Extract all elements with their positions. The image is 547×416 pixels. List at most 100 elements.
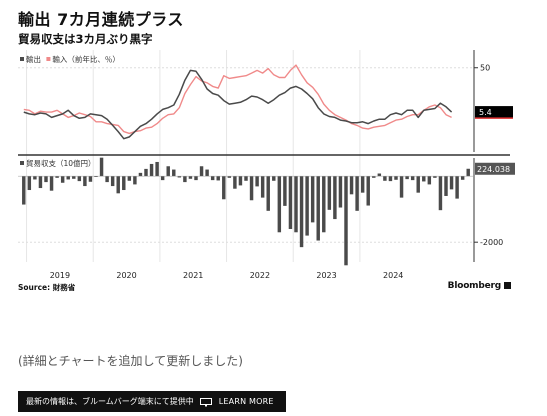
balance-bar — [266, 176, 270, 211]
balance-bar — [77, 176, 82, 182]
last-value-box — [475, 106, 513, 119]
balance-bar — [355, 176, 359, 211]
balance-bar — [394, 176, 398, 180]
terminal-banner[interactable]: 最新の情報は、ブルームバーグ端末にて提供中 LEARN MORE — [18, 391, 286, 412]
y-tick-label: -2000 — [480, 238, 503, 247]
balance-bar — [194, 176, 198, 181]
imports-line — [23, 64, 452, 135]
exports-line — [23, 69, 453, 140]
trade-chart: 2019 2020 2021 2022 2023 2024 50 -2000 5.4 224.03… — [18, 50, 515, 280]
balance-bar — [255, 176, 259, 187]
balance-bar — [127, 176, 132, 181]
bar-legend-swatch — [20, 161, 24, 165]
balance-bar — [105, 176, 109, 183]
balance-bar — [138, 172, 143, 177]
x-tick-label: 2023 — [316, 271, 336, 280]
balance-bar — [177, 176, 182, 178]
balance-bar — [155, 161, 159, 177]
balance-bar — [83, 176, 87, 187]
line-legend-label: 輸出 — [26, 54, 41, 64]
balance-bar — [188, 176, 193, 179]
balance-bar — [216, 176, 220, 181]
balance-bar — [416, 176, 420, 193]
balance-bar — [72, 176, 76, 179]
x-tick-label: 2019 — [50, 271, 70, 280]
line-legend-label: 輸入（前年比、％） — [52, 54, 120, 64]
balance-bar — [388, 176, 393, 182]
balance-bar — [260, 176, 265, 198]
article-caption: (詳細とチャートを追加して更新しました) — [18, 354, 243, 368]
balance-bar — [283, 176, 287, 206]
line-panel — [18, 50, 474, 152]
balance-bar — [422, 176, 426, 182]
banner-message: 最新の情報は、ブルームバーグ端末にて提供中 — [26, 397, 194, 406]
balance-bar — [366, 176, 370, 206]
balance-bar — [299, 176, 304, 248]
balance-bar — [172, 169, 176, 177]
balance-bar — [294, 176, 298, 233]
balance-bar — [272, 176, 276, 181]
balance-bar — [316, 176, 320, 241]
balance-bar — [377, 173, 382, 177]
chart-title: 輸出 7カ月連続プラス — [18, 10, 184, 29]
x-tick-label: 2022 — [250, 271, 270, 280]
balance-bar — [433, 176, 437, 178]
balance-bar — [210, 176, 215, 181]
x-tick-label: 2024 — [383, 271, 403, 280]
balance-bar — [277, 176, 282, 233]
balance-bar — [166, 166, 170, 177]
x-tick-label: 2021 — [183, 271, 203, 280]
balance-bar — [405, 176, 409, 180]
balance-bar — [360, 176, 365, 193]
balance-bar — [383, 176, 387, 181]
exports-last-value: 5.4 — [479, 108, 492, 117]
balance-bar — [244, 176, 248, 181]
balance-bar — [133, 176, 137, 185]
line-legend-swatch — [20, 57, 24, 61]
balance-bar — [116, 176, 120, 194]
balance-bar — [49, 176, 54, 191]
balance-bar — [149, 163, 154, 177]
balance-bar — [466, 168, 470, 177]
balance-bar — [305, 176, 309, 236]
y-tick-label: 50 — [480, 64, 490, 73]
balance-bar — [399, 176, 404, 198]
balance-bar — [427, 176, 432, 185]
bar-legend-label: 貿易収支（10億円） — [26, 158, 96, 168]
balance-bar — [227, 176, 232, 178]
line-legend-swatch — [46, 57, 51, 61]
balance-bar — [122, 176, 126, 191]
balance-bar — [199, 166, 204, 177]
balance-bar — [38, 176, 43, 189]
balance-bar — [349, 176, 354, 195]
balance-bar — [22, 176, 26, 205]
balance-bar — [288, 176, 293, 229]
balance-bar — [372, 176, 376, 178]
balance-bar — [55, 176, 59, 178]
bloomberg-square-icon — [504, 282, 511, 289]
balance-bar — [344, 176, 348, 266]
balance-bar — [27, 176, 32, 191]
balance-bar — [222, 176, 226, 200]
balance-bar — [99, 157, 104, 177]
balance-bar — [410, 176, 415, 181]
balance-bar — [44, 176, 48, 183]
balance-bar — [333, 176, 337, 220]
balance-bar — [94, 176, 98, 177]
bloomberg-logo: Bloomberg — [448, 281, 511, 291]
balance-bar — [144, 168, 148, 177]
balance-bar — [110, 176, 115, 187]
bar-panel — [18, 158, 474, 262]
chart-subtitle: 貿易収支は3カ月ぶり黒字 — [18, 32, 153, 46]
balance-bar — [455, 176, 459, 199]
balance-bar — [438, 176, 443, 211]
balance-bar — [338, 176, 343, 208]
balance-bar — [66, 176, 70, 180]
source-note: Source: 財務省 — [18, 283, 76, 292]
balance-bar — [205, 169, 209, 177]
x-tick-label: 2020 — [116, 271, 136, 280]
balance-bar — [160, 176, 165, 181]
balance-bar — [60, 176, 65, 183]
terminal-monitor-icon — [199, 397, 212, 406]
learn-more-link[interactable]: LEARN MORE — [218, 397, 274, 406]
